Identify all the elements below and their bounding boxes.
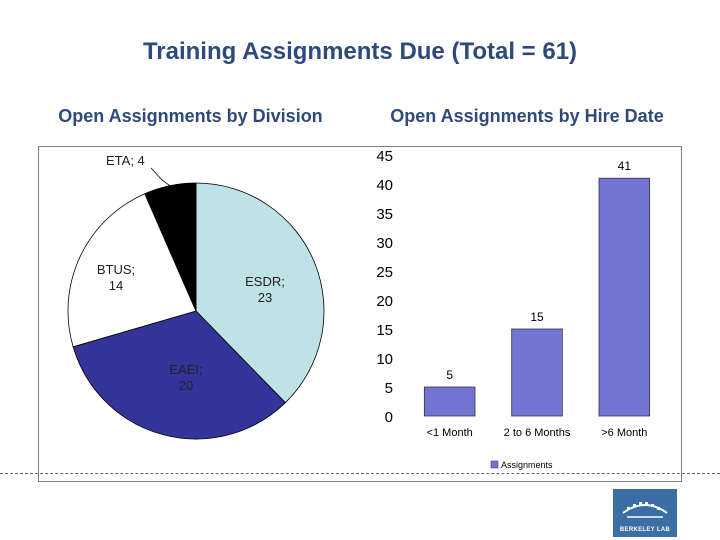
chart-frame <box>38 146 682 482</box>
building-icon <box>622 502 668 518</box>
y-tick-label: 5 <box>385 380 393 397</box>
legend-swatch <box>490 460 499 469</box>
legend-label: Assignments <box>501 460 553 470</box>
bar <box>598 177 651 417</box>
pie-slice-esdr <box>195 182 325 404</box>
x-category-label: <1 Month <box>427 427 473 439</box>
y-tick-label: 20 <box>376 293 393 310</box>
bar-data-label: 15 <box>530 310 544 324</box>
y-tick-label: 35 <box>376 206 393 223</box>
y-tick-label: 0 <box>385 409 393 426</box>
y-tick-label: 25 <box>376 264 393 281</box>
bar-data-label: 5 <box>446 368 453 382</box>
bar-chart-title: Open Assignments by Hire Date <box>390 106 664 126</box>
berkeley-lab-logo: BERKELEY LAB <box>613 489 677 537</box>
bar <box>511 328 563 417</box>
main-title: Training Assignments Due (Total = 61) <box>142 38 578 65</box>
pie-slice-btus <box>67 193 197 348</box>
y-tick-label: 30 <box>376 235 393 252</box>
y-tick-label: 15 <box>376 322 393 339</box>
pie-leader-line-eta <box>150 167 171 187</box>
x-category-label: 2 to 6 Months <box>504 427 571 439</box>
pie-label-esdr: ESDR; 23 <box>245 274 285 305</box>
bar-data-label: 41 <box>618 159 632 173</box>
y-tick-label: 10 <box>376 351 393 368</box>
y-tick-label: 45 <box>376 148 393 165</box>
divider-line <box>0 473 720 474</box>
pie-label-eta: ETA; 4 <box>106 153 145 168</box>
pie-slice-eaei <box>72 310 286 440</box>
bar <box>423 386 476 417</box>
pie-label-eaei: EAEI; 20 <box>169 362 202 393</box>
y-tick-label: 40 <box>376 177 393 194</box>
pie-chart-title: Open Assignments by Division <box>58 106 323 126</box>
pie-label-btus: BTUS; 14 <box>97 262 135 293</box>
logo-text: BERKELEY LAB <box>619 527 671 533</box>
x-category-label: >6 Month <box>601 427 647 439</box>
